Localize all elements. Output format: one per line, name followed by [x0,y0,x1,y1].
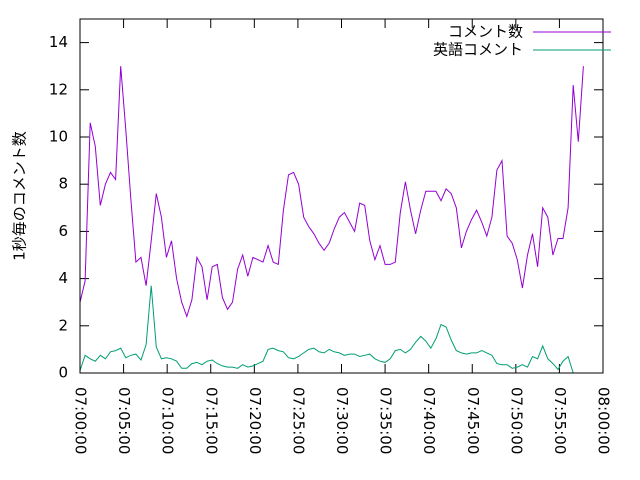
y-tick-label: 0 [58,364,68,382]
legend-label: 英語コメント [433,41,523,59]
y-tick-label: 4 [58,269,68,287]
x-tick-label: 07:10:00 [159,387,177,454]
y-tick-label: 8 [58,175,68,193]
x-tick-label: 07:50:00 [507,387,525,454]
line-series [79,285,584,374]
line-series [79,66,584,318]
x-tick-label: 07:05:00 [115,387,133,454]
y-tick-label: 2 [58,316,68,334]
plot-border [79,18,604,374]
y-axis-label: 1秒毎のコメント数 [11,131,29,261]
y-tick-label: 12 [49,80,68,98]
x-tick-label: 07:40:00 [420,387,438,454]
x-tick-label: 07:45:00 [464,387,482,454]
legend-label: コメント数 [448,23,523,41]
x-tick-label: 07:00:00 [72,387,90,454]
x-tick-label: 07:15:00 [202,387,220,454]
x-tick-label: 08:00:00 [595,387,613,454]
x-tick-label: 07:30:00 [333,387,351,454]
x-tick-label: 07:55:00 [551,387,569,454]
y-tick-label: 10 [49,128,68,146]
y-tick-label: 14 [49,33,68,51]
y-tick-label: 6 [58,222,68,240]
x-tick-label: 07:35:00 [377,387,395,454]
x-tick-label: 07:20:00 [246,387,264,454]
x-tick-label: 07:25:00 [289,387,307,454]
